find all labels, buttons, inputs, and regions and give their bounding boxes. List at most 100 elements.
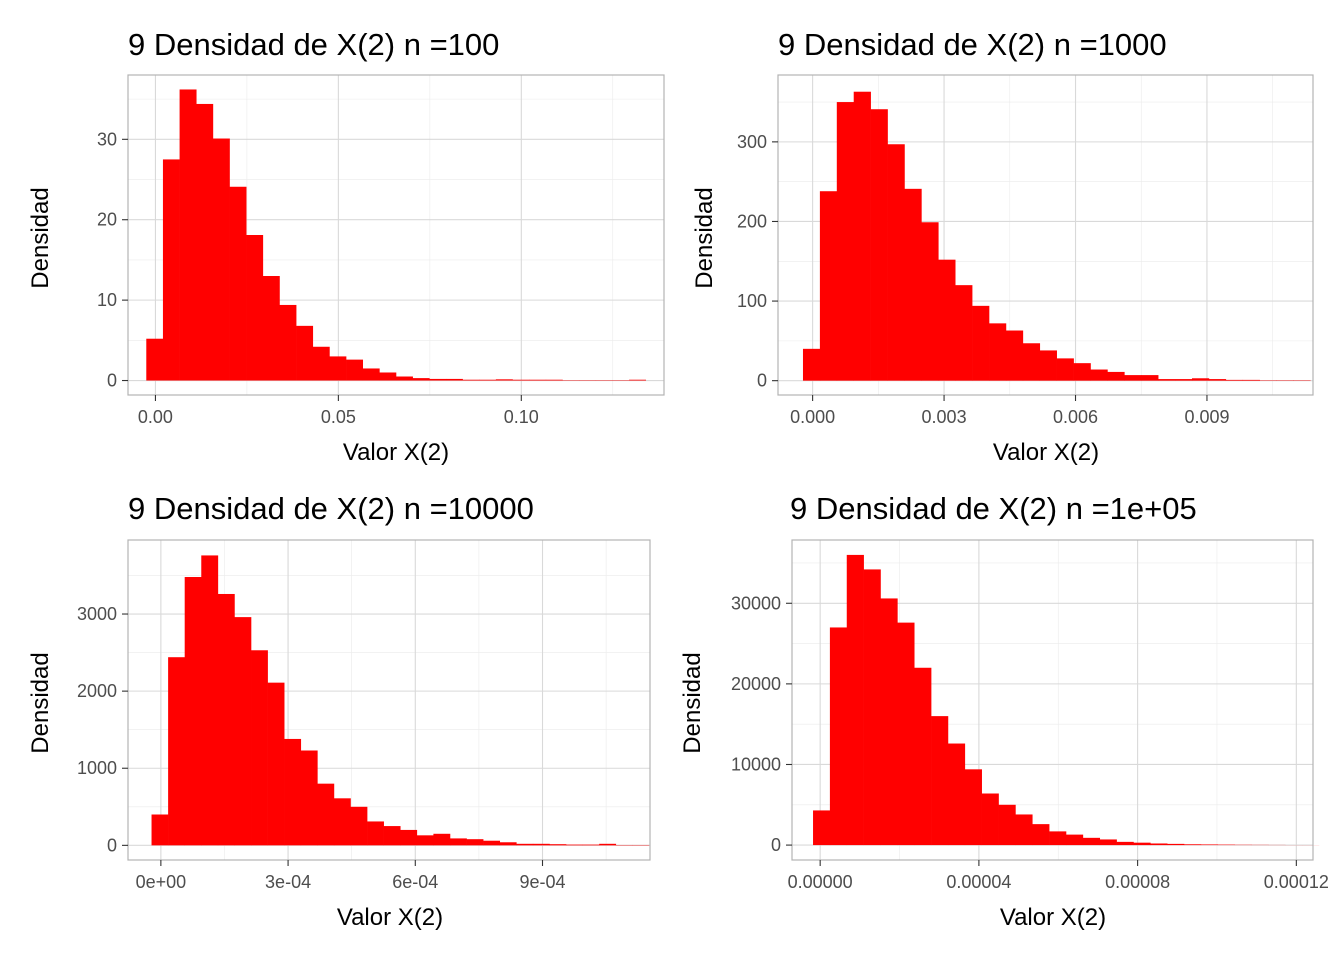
- histogram-bar: [853, 91, 871, 381]
- histogram-bar: [350, 806, 368, 846]
- y-tick-label: 0: [757, 371, 767, 391]
- panel-border: [127, 74, 665, 396]
- y-tick-label: 30: [97, 129, 117, 149]
- histogram-bar: [429, 378, 447, 381]
- histogram-bar: [146, 338, 164, 381]
- histogram-bar: [904, 188, 922, 381]
- histogram-bar: [1049, 831, 1067, 846]
- histogram-bar: [529, 379, 547, 381]
- x-tick-label: 0.00004: [946, 872, 1011, 892]
- y-tick-label: 0: [107, 835, 117, 855]
- histogram-bar: [495, 379, 513, 381]
- x-tick-label: 0.00008: [1105, 872, 1170, 892]
- histogram-bar: [964, 769, 982, 846]
- histogram-bar: [921, 222, 939, 381]
- histogram-bar: [367, 821, 384, 846]
- histogram-bar: [1065, 834, 1084, 846]
- x-tick-label: 0.05: [321, 407, 356, 427]
- histogram-bar: [846, 554, 864, 846]
- histogram-bar: [284, 738, 302, 846]
- y-tick-label: 1000: [77, 758, 117, 778]
- histogram-bar: [1099, 839, 1117, 846]
- histogram-bar: [545, 379, 563, 381]
- histogram-bar: [989, 323, 1007, 381]
- histogram-bar: [396, 376, 413, 381]
- histogram-bar: [201, 555, 219, 846]
- x-axis-title: Valor X(2): [337, 904, 443, 931]
- y-axis-title: Densidad: [691, 187, 718, 288]
- histogram-bar: [955, 285, 973, 381]
- histogram-bar: [914, 667, 932, 846]
- x-tick-label: 6e-04: [392, 872, 438, 892]
- histogram-bar: [262, 276, 280, 381]
- x-axis-title: Valor X(2): [1000, 904, 1106, 931]
- histogram-bar: [383, 826, 401, 846]
- histogram-bar: [449, 838, 467, 846]
- histogram-bar: [972, 305, 990, 381]
- histogram-bar: [1184, 844, 1202, 846]
- histogram-bar: [300, 750, 318, 846]
- histogram-bar: [317, 783, 335, 846]
- histogram-bar: [897, 622, 915, 846]
- histogram-bar: [196, 103, 214, 381]
- histogram-bar: [483, 840, 501, 846]
- histogram-bar: [1056, 358, 1074, 381]
- chart-panel-1: 9 Densidad de X(2) n =100 0.00 0.05 0.10 0 1…: [27, 27, 665, 466]
- histogram-bar: [1141, 375, 1159, 381]
- histogram-bar: [931, 716, 949, 846]
- histogram-bar: [836, 102, 855, 381]
- histogram-bar: [599, 843, 617, 846]
- histogram-bar: [312, 346, 330, 381]
- histogram-bar: [863, 569, 881, 846]
- y-tick-label: 2000: [77, 681, 117, 701]
- y-tick-label: 0: [107, 371, 117, 391]
- histogram-bar: [162, 159, 180, 381]
- plot-area: 0.00 0.05 0.10 0 10 20 30: [97, 74, 665, 427]
- chart-panel-4: 9 Densidad de X(2) n =1e+05 0.00000 0.000…: [679, 491, 1329, 931]
- histogram-bar: [267, 682, 285, 846]
- histogram-bar: [246, 235, 264, 381]
- histogram-bar: [1022, 343, 1041, 381]
- histogram-bar: [416, 835, 434, 846]
- histogram-bar: [251, 650, 268, 846]
- histogram-bar: [1150, 843, 1168, 846]
- histogram-bar: [870, 109, 888, 381]
- x-tick-label: 0.000: [790, 407, 835, 427]
- histogram-bar: [998, 804, 1016, 846]
- histogram-bar: [333, 798, 351, 846]
- chart-title: 9 Densidad de X(2) n =1000: [778, 27, 1167, 62]
- histogram-bar: [1116, 841, 1134, 846]
- histogram-bar: [1242, 379, 1260, 381]
- x-tick-label: 9e-04: [519, 872, 565, 892]
- y-tick-label: 30000: [731, 593, 781, 613]
- y-tick-label: 20000: [731, 674, 781, 694]
- histogram-bar: [212, 138, 230, 381]
- panel-border: [791, 539, 1314, 861]
- x-tick-label: 3e-04: [265, 872, 311, 892]
- histogram-bar: [938, 259, 956, 381]
- x-axis-title: Valor X(2): [343, 439, 449, 466]
- histogram-bar: [462, 379, 480, 381]
- histogram-bar: [412, 378, 430, 381]
- histogram-bar: [1158, 379, 1176, 381]
- y-tick-label: 10000: [731, 754, 781, 774]
- histogram-bar: [296, 325, 314, 381]
- histogram-bar: [499, 842, 517, 846]
- histogram-bar: [1082, 837, 1101, 846]
- histogram-bar: [279, 304, 297, 381]
- histogram-bar: [329, 356, 347, 381]
- histogram-bar: [179, 89, 197, 381]
- y-tick-label: 0: [771, 835, 781, 855]
- x-tick-label: 0.009: [1184, 407, 1229, 427]
- histogram-bar: [1032, 824, 1050, 846]
- histogram-bar: [151, 814, 169, 846]
- histogram-bar: [582, 844, 600, 846]
- histogram-bar: [346, 359, 364, 381]
- histogram-bar: [802, 348, 821, 381]
- histogram-bar: [1133, 842, 1151, 846]
- histogram-bar: [445, 378, 463, 381]
- histogram-bar: [234, 617, 252, 846]
- histogram-bar: [1225, 379, 1244, 381]
- histogram-bar: [217, 593, 235, 846]
- x-tick-label: 0.00012: [1264, 872, 1329, 892]
